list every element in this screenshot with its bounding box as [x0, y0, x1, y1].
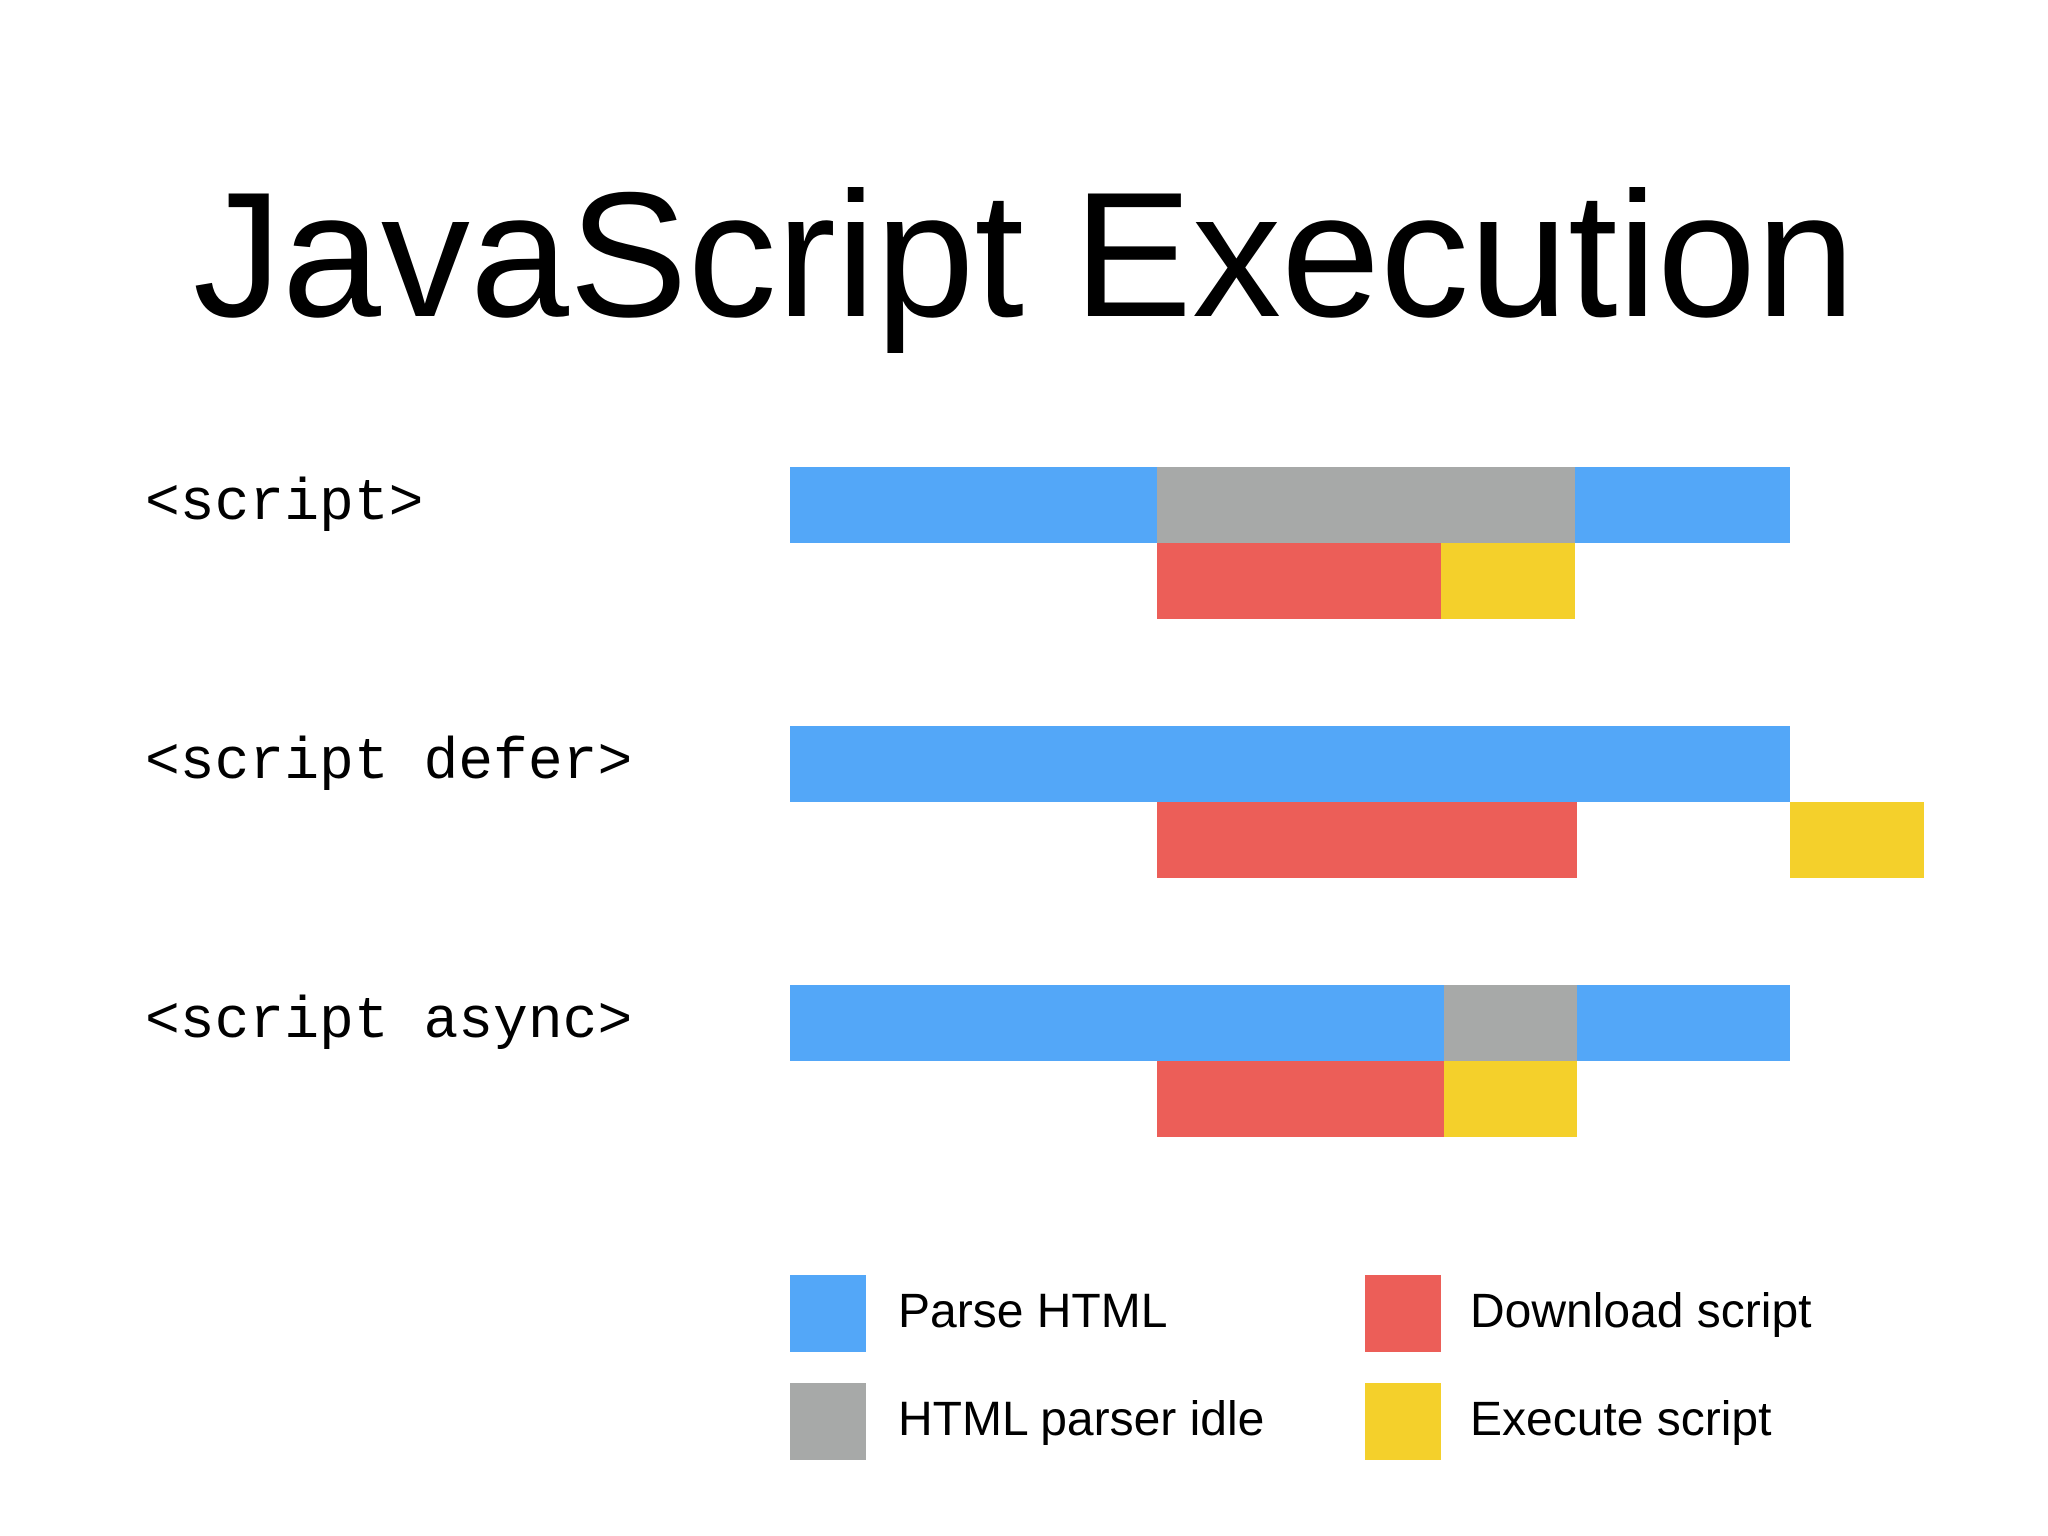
parse-segment: [790, 985, 1444, 1061]
execute-segment: [1444, 1061, 1577, 1137]
row-label: <script async>: [145, 990, 633, 1055]
idle-segment: [1444, 985, 1577, 1061]
legend-swatch-idle: [790, 1383, 866, 1460]
legend-label-idle: HTML parser idle: [898, 1393, 1265, 1446]
execute-segment: [1790, 802, 1924, 878]
download-segment: [1157, 802, 1577, 878]
legend-swatch-execute: [1365, 1383, 1441, 1460]
execute-segment: [1441, 543, 1575, 619]
legend-label-download: Download script: [1470, 1285, 1812, 1338]
row-label: <script>: [145, 472, 424, 537]
row-label: <script defer>: [145, 731, 633, 796]
parse-segment: [790, 726, 1790, 802]
legend-swatch-download: [1365, 1275, 1441, 1352]
legend-label-execute: Execute script: [1470, 1393, 1772, 1446]
parse-segment: [1575, 467, 1790, 543]
page-title: JavaScript Execution: [192, 155, 1856, 354]
parse-segment: [1577, 985, 1790, 1061]
legend-swatch-parse: [790, 1275, 866, 1352]
legend-label-parse: Parse HTML: [898, 1285, 1168, 1338]
download-segment: [1157, 543, 1441, 619]
download-segment: [1157, 1061, 1444, 1137]
idle-segment: [1157, 467, 1575, 543]
parse-segment: [790, 467, 1157, 543]
